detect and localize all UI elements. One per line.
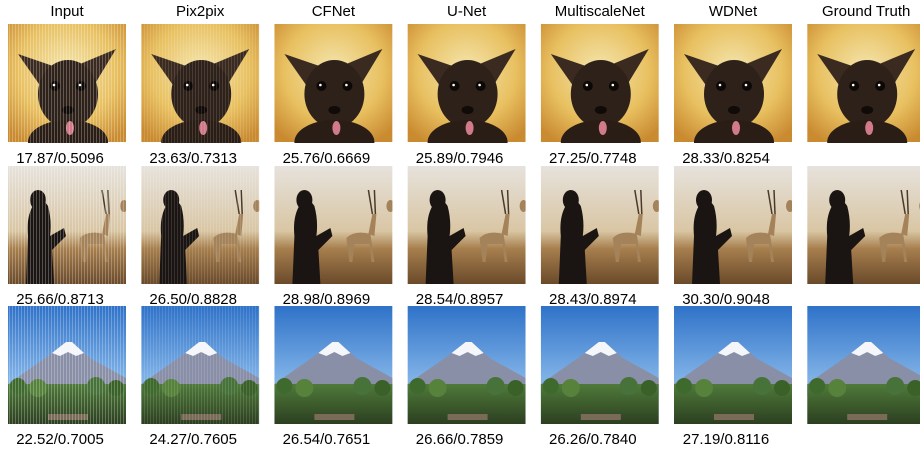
score-label: 30.30/0.9048 bbox=[682, 291, 770, 308]
result-image bbox=[541, 306, 659, 424]
artifact-overlay bbox=[8, 23, 126, 143]
score-label: 17.87/0.5096 bbox=[16, 150, 104, 167]
score-label: 25.89/0.7946 bbox=[416, 150, 504, 167]
result-image bbox=[674, 166, 794, 284]
result-image bbox=[807, 306, 920, 424]
score-label: 28.54/0.8957 bbox=[416, 291, 504, 308]
result-image bbox=[674, 306, 792, 424]
artifact-overlay bbox=[8, 306, 126, 424]
score-label: 25.66/0.8713 bbox=[16, 291, 104, 308]
column-header: MultiscaleNet bbox=[555, 3, 646, 20]
score-label: 25.76/0.6669 bbox=[283, 150, 371, 167]
score-label: 24.27/0.7605 bbox=[149, 431, 237, 448]
artifact-overlay bbox=[8, 166, 126, 284]
result-image bbox=[807, 166, 920, 284]
score-label: 28.43/0.8974 bbox=[549, 291, 637, 308]
column-header: WDNet bbox=[709, 3, 758, 20]
score-label: 27.25/0.7748 bbox=[549, 150, 637, 167]
score-label: 28.33/0.8254 bbox=[682, 150, 770, 167]
result-image bbox=[408, 166, 528, 284]
score-label: 26.26/0.7840 bbox=[549, 431, 637, 448]
result-image bbox=[541, 24, 659, 164]
column-header: CFNet bbox=[312, 3, 356, 20]
artifact-overlay bbox=[141, 23, 259, 143]
score-label: 22.52/0.7005 bbox=[16, 431, 104, 448]
result-image bbox=[274, 24, 392, 164]
result-image bbox=[541, 166, 661, 284]
artifact-overlay bbox=[141, 166, 259, 284]
column-header: Input bbox=[50, 3, 84, 20]
score-label: 27.19/0.8116 bbox=[683, 431, 769, 448]
score-label: 23.63/0.7313 bbox=[149, 150, 237, 167]
result-image bbox=[807, 24, 920, 164]
score-label: 26.50/0.8828 bbox=[149, 291, 237, 308]
result-image bbox=[674, 24, 792, 164]
artifact-overlay bbox=[141, 306, 259, 424]
score-label: 26.66/0.7859 bbox=[416, 431, 504, 448]
column-header: Ground Truth bbox=[822, 3, 910, 20]
score-label: 28.98/0.8969 bbox=[283, 291, 371, 308]
column-header: U-Net bbox=[447, 3, 487, 20]
result-image bbox=[408, 24, 526, 164]
result-image bbox=[274, 166, 394, 284]
result-image bbox=[408, 306, 526, 424]
figure: Input Pix2pix CFNet U-Net MultiscaleNet WDNet… bbox=[0, 0, 920, 460]
score-label: 26.54/0.7651 bbox=[283, 431, 371, 448]
result-image bbox=[274, 306, 392, 424]
column-header: Pix2pix bbox=[176, 3, 225, 20]
